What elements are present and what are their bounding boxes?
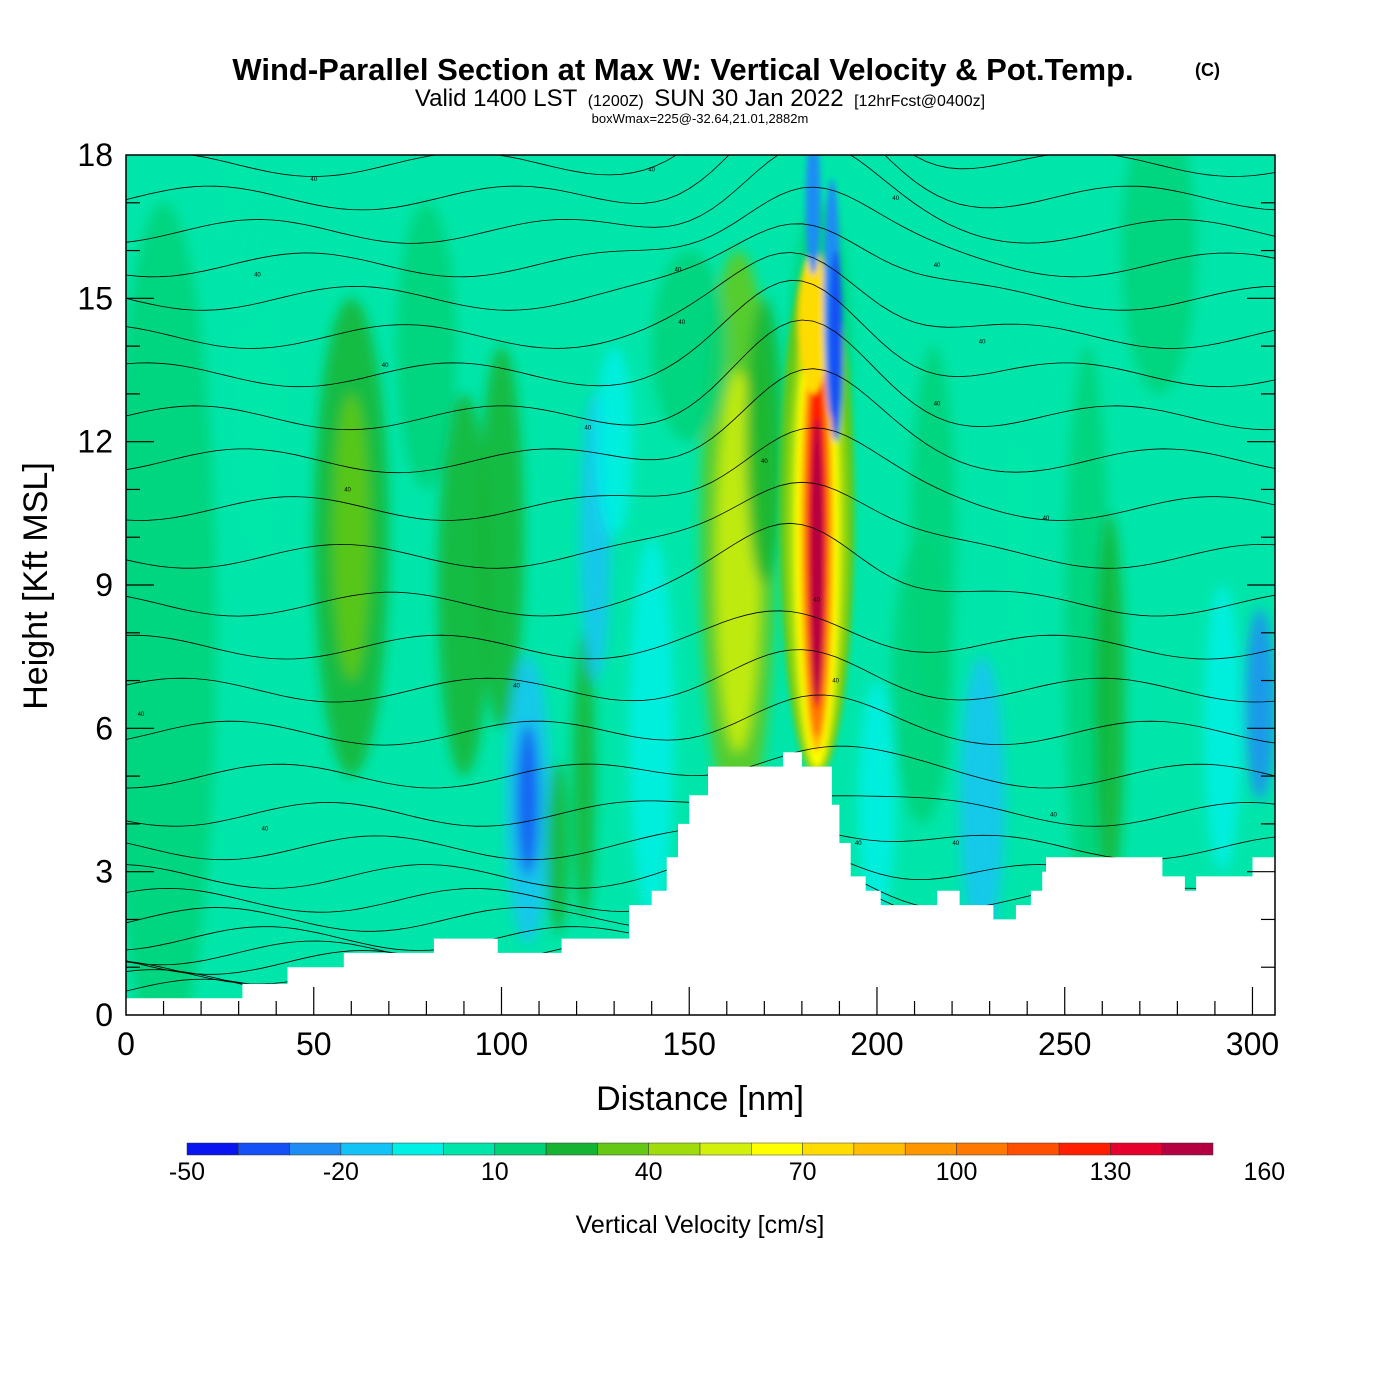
theta-contour-label: 40 xyxy=(979,339,986,345)
colorbar-swatch xyxy=(904,1142,957,1156)
x-tick-label: 300 xyxy=(1226,1026,1279,1062)
box-wmax-line: boxWmax=225@-32.64,21.01,2882m xyxy=(592,111,809,126)
theta-contour-line xyxy=(126,610,1275,660)
colorbar-swatch xyxy=(751,1142,803,1156)
colorbar-tick-label: 160 xyxy=(1243,1158,1285,1186)
chart-title: Wind-Parallel Section at Max W: Vertical… xyxy=(232,52,1133,87)
colorbar-tick-label: 70 xyxy=(789,1158,817,1186)
colorbar-tick-label: 130 xyxy=(1090,1158,1132,1186)
theta-contour-label: 40 xyxy=(675,268,682,274)
x-axis: 0 50 100 150 200 250 300 xyxy=(117,987,1279,1062)
theta-contour-line xyxy=(126,279,1275,388)
theta-contour-line xyxy=(126,649,1275,703)
x-tick-label: 200 xyxy=(850,1026,903,1062)
theta-contour-label: 40 xyxy=(382,363,389,369)
colorbar-tick-label: 100 xyxy=(936,1158,978,1186)
theta-contour-label: 40 xyxy=(585,425,592,431)
theta-contour-label: 40 xyxy=(1050,812,1057,818)
y-axis: 0 3 6 9 12 15 18 xyxy=(77,137,1275,1033)
x-tick-label: 250 xyxy=(1038,1026,1091,1062)
x-tick-label: 150 xyxy=(663,1026,716,1062)
theta-contour-line xyxy=(126,319,1275,431)
theta-contour-label: 40 xyxy=(855,841,862,847)
y-tick-label: 15 xyxy=(77,280,113,316)
theta-contour-line xyxy=(126,522,1275,617)
theta-contour-label: 40 xyxy=(934,263,941,269)
theta-contour-line xyxy=(126,481,1275,569)
terrain-fill xyxy=(126,752,1275,1015)
colorbar-tick-label: -50 xyxy=(169,1158,205,1186)
colorbar-swatch xyxy=(340,1142,393,1156)
theta-contour-line xyxy=(126,427,1275,521)
theta-contour-label: 40 xyxy=(138,712,145,718)
colorbar-swatch xyxy=(956,1142,1009,1156)
theta-contour-line xyxy=(126,186,1275,278)
theta-contour-line xyxy=(126,155,1275,177)
theta-contour-label: 40 xyxy=(262,827,269,833)
valid-time-line: Valid 1400 LST (1200Z) SUN 30 Jan 2022 [… xyxy=(415,85,985,112)
valid-forecast: [12hrFcst@0400z] xyxy=(854,93,985,110)
colorbar-tick-label: -20 xyxy=(323,1158,359,1186)
x-tick-label: 0 xyxy=(117,1026,135,1062)
colorbar-swatch xyxy=(443,1142,496,1156)
colorbar-title: Vertical Velocity [cm/s] xyxy=(576,1211,825,1239)
theta-contour-line xyxy=(126,252,1275,349)
colorbar-swatch xyxy=(597,1142,649,1156)
colorbar-swatch xyxy=(802,1142,855,1156)
theta-contour-label: 40 xyxy=(344,487,351,493)
colorbar-swatch xyxy=(1110,1142,1162,1156)
valid-date: SUN 30 Jan 2022 xyxy=(654,85,843,112)
theta-contour-label: 40 xyxy=(678,320,685,326)
theta-contour-line xyxy=(126,368,1275,474)
theta-contour-label: 40 xyxy=(513,683,520,689)
copyright-mark: (C) xyxy=(1195,60,1220,80)
theta-contour-line xyxy=(126,155,1275,244)
theta-contour-line xyxy=(126,694,1275,746)
colorbar: -50 -20 10 40 70 100 130 160 xyxy=(169,1142,1285,1186)
y-tick-label: 0 xyxy=(95,997,113,1033)
colorbar-swatch xyxy=(186,1142,239,1156)
y-tick-label: 3 xyxy=(95,854,113,890)
theta-contour-label: 40 xyxy=(648,167,655,173)
theta-contour-label: 40 xyxy=(934,401,941,407)
valid-prefix: Valid 1400 LST xyxy=(415,85,578,112)
y-tick-label: 6 xyxy=(95,710,113,746)
theta-contour-label: 40 xyxy=(1043,516,1050,522)
y-axis-label: Height [Kft MSL] xyxy=(17,462,55,710)
colorbar-swatch xyxy=(238,1142,290,1156)
theta-contour-label: 40 xyxy=(814,597,821,603)
colorbar-swatch xyxy=(494,1142,547,1156)
y-tick-label: 9 xyxy=(95,567,113,603)
colorbar-swatch xyxy=(1161,1142,1214,1156)
colorbar-swatch xyxy=(391,1142,444,1156)
theta-contour-line xyxy=(126,155,1275,211)
colorbar-swatch xyxy=(1007,1142,1060,1156)
colorbar-swatch xyxy=(853,1142,906,1156)
x-tick-label: 50 xyxy=(296,1026,332,1062)
colorbar-swatch xyxy=(699,1142,752,1156)
terrain xyxy=(126,752,1275,1015)
theta-contour-label: 40 xyxy=(310,177,317,183)
theta-contour-label: 40 xyxy=(832,679,839,685)
colorbar-swatch xyxy=(289,1142,342,1156)
theta-contour-line xyxy=(126,223,1275,311)
x-axis-label: Distance [nm] xyxy=(596,1080,804,1118)
colorbar-tick-label: 10 xyxy=(481,1158,509,1186)
colorbar-swatch xyxy=(1058,1142,1111,1156)
theta-contour-line xyxy=(126,745,1275,789)
theta-contour-label: 40 xyxy=(952,841,959,847)
y-tick-label: 18 xyxy=(77,137,113,173)
valid-utc: (1200Z) xyxy=(588,93,644,110)
y-tick-label: 12 xyxy=(77,424,113,460)
colorbar-swatch xyxy=(545,1142,598,1156)
colorbar-swatch xyxy=(648,1142,701,1156)
theta-contour-label: 40 xyxy=(761,459,768,465)
x-tick-label: 100 xyxy=(475,1026,528,1062)
theta-contour-label: 40 xyxy=(254,272,261,278)
colorbar-tick-label: 40 xyxy=(635,1158,663,1186)
theta-contour-label: 40 xyxy=(892,196,899,202)
